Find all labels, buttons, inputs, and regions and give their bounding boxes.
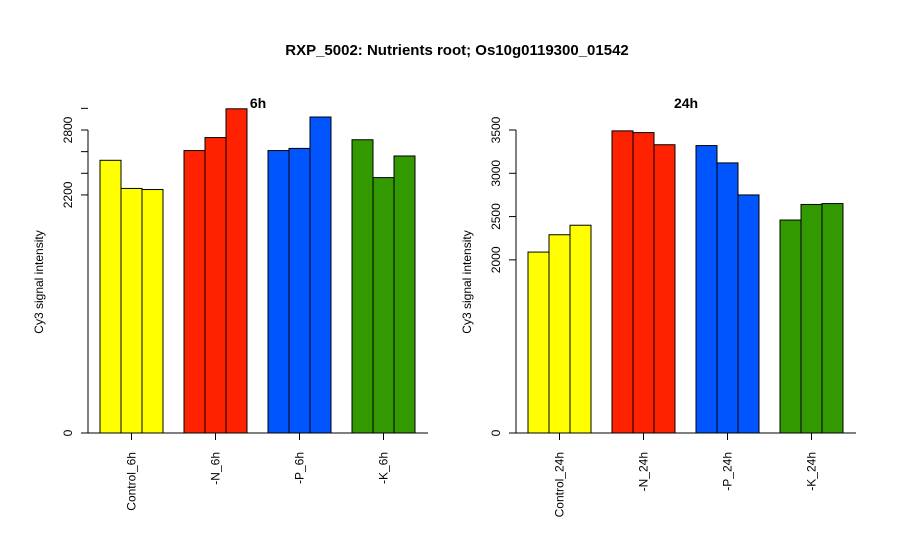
bar (183, 150, 206, 434)
bar (821, 203, 844, 434)
bar (716, 162, 739, 434)
bar (99, 159, 122, 434)
bar (800, 203, 823, 434)
bar (611, 130, 634, 434)
panel-title: 24h (674, 95, 698, 111)
x-tick-label: Control_24h (553, 452, 567, 517)
bar (393, 155, 416, 434)
bar-area (527, 130, 844, 434)
bar (632, 132, 655, 434)
bar (288, 147, 311, 434)
x-tick-label: Control_6h (125, 452, 139, 511)
x-tick-label: -N_6h (209, 452, 223, 485)
panel-6h: 6h Cy3 signal intensity 0 2200 2800 Contro… (32, 95, 428, 511)
y-axis-label: Cy3 signal intensity (460, 230, 474, 333)
x-tick-label: -K_24h (805, 452, 819, 491)
bar (548, 234, 571, 434)
bar (309, 116, 332, 434)
y-tick-label: 2500 (489, 203, 503, 230)
y-axis-label: Cy3 signal intensity (32, 230, 46, 333)
bar (225, 108, 248, 434)
bar (653, 144, 676, 434)
panel-24h: 24h Cy3 signal intensity 0 2000 2500 3000 35… (460, 95, 856, 517)
bar (141, 189, 164, 434)
bar (695, 145, 718, 434)
y-tick-label: 2000 (489, 246, 503, 273)
x-axis: Control_6h -N_6h -P_6h -K_6h (125, 433, 391, 511)
bar-area (99, 108, 416, 434)
bar (267, 150, 290, 434)
bar (372, 177, 395, 434)
y-tick-label: 2800 (61, 116, 75, 143)
bar (737, 194, 760, 434)
y-tick-label: 3000 (489, 160, 503, 187)
bar (527, 251, 550, 434)
x-tick-label: -P_6h (293, 452, 307, 484)
bar (120, 187, 143, 434)
y-tick-label: 0 (61, 429, 75, 436)
bar (351, 139, 374, 434)
bar (779, 219, 802, 434)
x-tick-label: -N_24h (637, 452, 651, 491)
x-tick-label: -P_24h (721, 452, 735, 491)
x-axis: Control_24h -N_24h -P_24h -K_24h (553, 433, 819, 517)
y-axis: 0 2000 2500 3000 3500 (489, 116, 517, 436)
figure-title: RXP_5002: Nutrients root; Os10g0119300_0… (285, 42, 629, 59)
panel-title: 6h (250, 95, 266, 111)
y-tick-label: 2200 (61, 181, 75, 208)
y-axis: 0 2200 2800 (61, 107, 89, 436)
y-tick-label: 3500 (489, 116, 503, 143)
bar (569, 224, 592, 434)
x-tick-label: -K_6h (377, 452, 391, 484)
y-tick-label: 0 (489, 429, 503, 436)
bar (204, 137, 227, 434)
